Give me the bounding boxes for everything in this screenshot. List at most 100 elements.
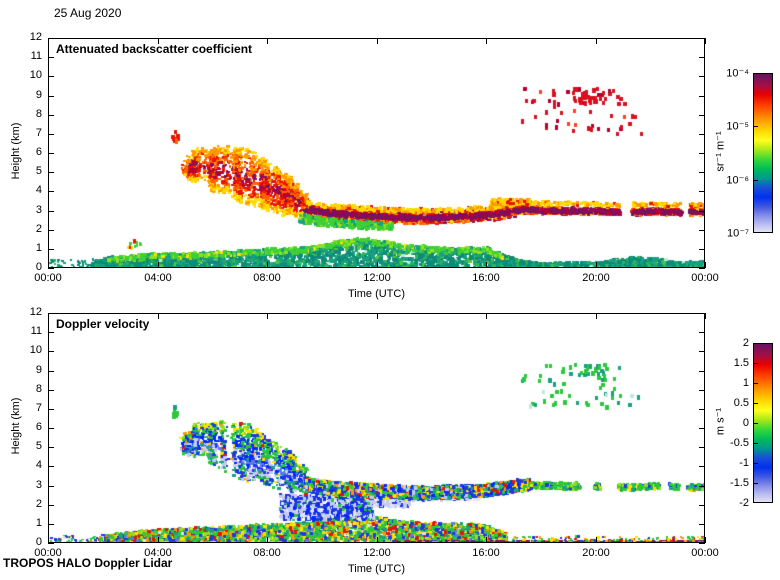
y-tick-mark-right [699, 115, 705, 116]
x-tick-label: 00:00 [34, 547, 62, 559]
velocity-x-axis-label: Time (UTC) [347, 563, 406, 575]
x-tick-mark [158, 262, 159, 268]
x-tick-mark [158, 537, 159, 543]
y-tick-label: 10 [29, 344, 42, 356]
y-tick-mark [48, 524, 54, 525]
colorbar-tick-label: 2 [742, 337, 749, 349]
y-tick-label: 6 [35, 421, 42, 433]
x-tick-mark-top [267, 313, 268, 319]
backscatter-y-axis-label: Height (km) [10, 122, 22, 180]
x-tick-mark-top [48, 313, 49, 319]
velocity-colorbar-label: m s⁻¹ [714, 407, 727, 436]
y-tick-label: 3 [35, 479, 42, 491]
backscatter-colorbar-label: sr⁻¹ m⁻¹ [714, 131, 727, 172]
y-tick-label: 9 [35, 89, 42, 101]
colorbar-tick-mark [754, 443, 758, 444]
x-tick-label: 08:00 [253, 272, 281, 284]
colorbar-tick-mark [754, 463, 758, 464]
x-tick-label: 08:00 [253, 547, 281, 559]
instrument-credit: TROPOS HALO Doppler Lidar [3, 556, 173, 570]
y-tick-label: 0 [35, 536, 42, 548]
y-tick-mark [48, 211, 54, 212]
y-tick-mark [48, 313, 54, 314]
y-tick-mark [48, 428, 54, 429]
colorbar-tick-mark [754, 423, 758, 424]
date-label: 25 Aug 2020 [54, 6, 122, 20]
x-tick-label: 16:00 [472, 272, 500, 284]
colorbar-tick-label: -1.5 [730, 477, 749, 489]
x-tick-mark-top [596, 38, 597, 44]
x-tick-label: 20:00 [582, 547, 610, 559]
y-tick-label: 7 [35, 127, 42, 139]
x-tick-mark [267, 262, 268, 268]
y-tick-mark [48, 390, 54, 391]
y-tick-mark-right [699, 268, 705, 269]
colorbar-tick-label: 10⁻⁷ [726, 227, 749, 240]
y-tick-mark [48, 332, 54, 333]
y-tick-label: 8 [35, 108, 42, 120]
velocity-colorbar [753, 343, 773, 503]
y-tick-mark-right [699, 486, 705, 487]
colorbar-tick-label: -0.5 [730, 437, 749, 449]
y-tick-mark-right [699, 134, 705, 135]
y-tick-mark [48, 38, 54, 39]
y-tick-mark-right [699, 409, 705, 410]
y-tick-mark-right [699, 447, 705, 448]
backscatter-heatmap-canvas [48, 38, 705, 268]
x-tick-mark [48, 262, 49, 268]
x-tick-mark-top [596, 313, 597, 319]
y-tick-mark [48, 466, 54, 467]
colorbar-tick-label: 10⁻⁶ [726, 174, 749, 187]
x-tick-mark-top [377, 313, 378, 319]
x-tick-label: 04:00 [144, 547, 172, 559]
y-tick-mark [48, 268, 54, 269]
y-tick-mark [48, 351, 54, 352]
x-tick-mark [486, 537, 487, 543]
y-tick-label: 11 [30, 325, 42, 337]
colorbar-tick-label: 1.5 [733, 357, 749, 369]
backscatter-panel-title: Attenuated backscatter coefficient [56, 42, 253, 56]
x-tick-mark [48, 537, 49, 543]
y-tick-mark [48, 409, 54, 410]
x-tick-mark [596, 537, 597, 543]
x-tick-mark [486, 262, 487, 268]
y-tick-mark [48, 172, 54, 173]
y-tick-mark [48, 249, 54, 250]
y-tick-label: 9 [35, 364, 42, 376]
colorbar-tick-label: 10⁻⁴ [726, 67, 749, 80]
colorbar-tick-mark [754, 180, 758, 181]
y-tick-mark-right [699, 38, 705, 39]
y-tick-mark-right [699, 191, 705, 192]
y-tick-mark [48, 191, 54, 192]
colorbar-tick-mark [754, 483, 758, 484]
y-tick-mark-right [699, 211, 705, 212]
y-tick-mark-right [699, 153, 705, 154]
y-tick-label: 12 [29, 306, 42, 318]
colorbar-tick-label: 0 [742, 417, 749, 429]
velocity-heatmap-canvas [48, 313, 705, 543]
backscatter-colorbar [753, 73, 773, 233]
x-tick-mark [596, 262, 597, 268]
y-tick-mark-right [699, 76, 705, 77]
x-tick-mark [377, 537, 378, 543]
velocity-y-axis-label: Height (km) [10, 397, 22, 455]
y-tick-mark-right [699, 313, 705, 314]
x-tick-mark [705, 262, 706, 268]
x-tick-mark-top [377, 38, 378, 44]
y-tick-mark [48, 115, 54, 116]
x-tick-mark-top [48, 38, 49, 44]
colorbar-tick-mark [754, 403, 758, 404]
x-tick-label: 00:00 [691, 272, 719, 284]
x-tick-mark [705, 537, 706, 543]
y-tick-mark [48, 505, 54, 506]
colorbar-tick-label: -1 [739, 457, 749, 469]
x-tick-mark [377, 262, 378, 268]
x-tick-mark-top [705, 38, 706, 44]
y-tick-mark-right [699, 371, 705, 372]
x-tick-label: 04:00 [144, 272, 172, 284]
x-tick-mark [267, 537, 268, 543]
y-tick-mark-right [699, 96, 705, 97]
colorbar-tick-label: 0.5 [733, 397, 749, 409]
y-tick-label: 1 [35, 242, 42, 254]
